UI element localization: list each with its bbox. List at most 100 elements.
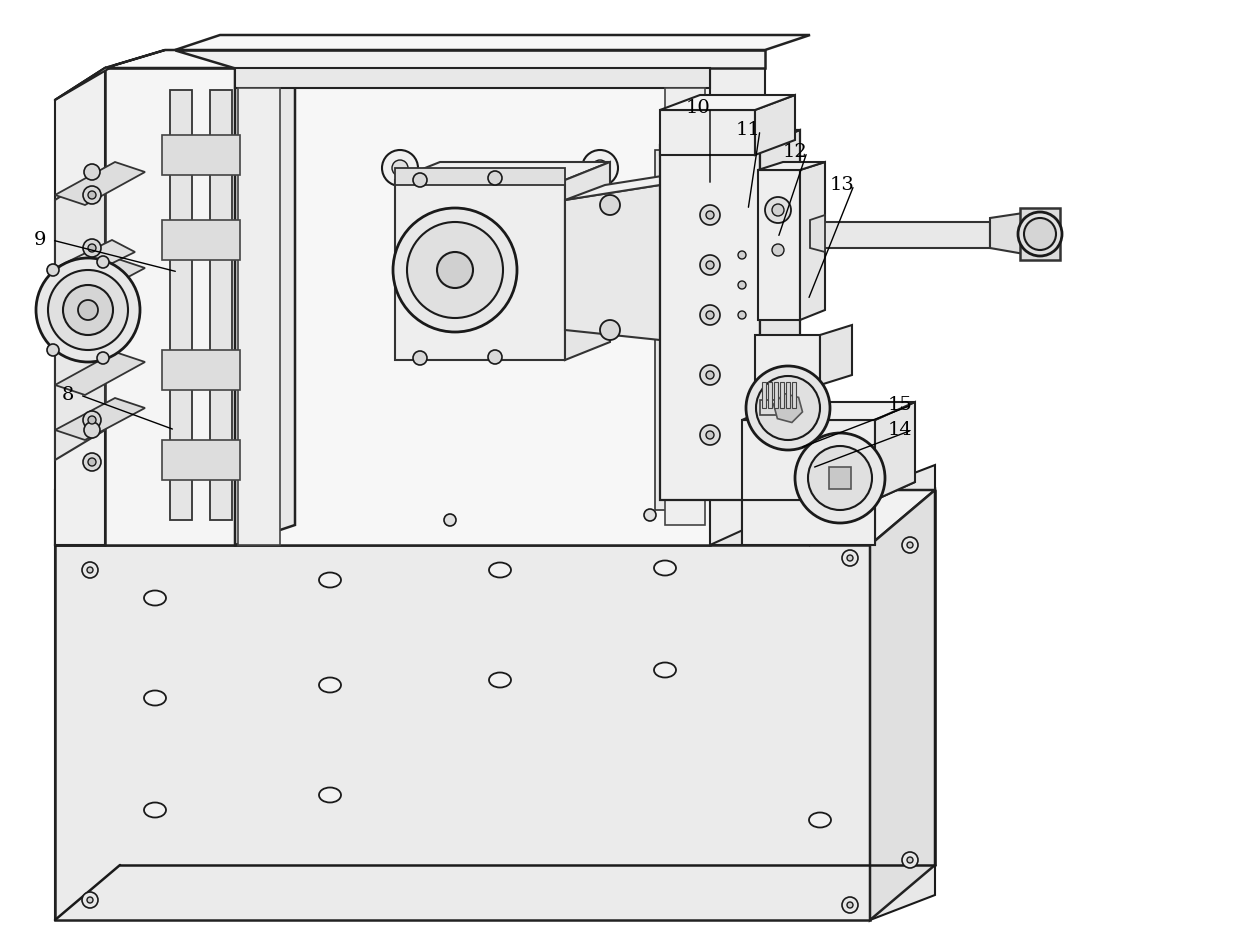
Circle shape	[847, 902, 853, 908]
Polygon shape	[396, 162, 610, 180]
Polygon shape	[162, 220, 241, 260]
Polygon shape	[55, 545, 870, 920]
Polygon shape	[55, 352, 145, 395]
Ellipse shape	[653, 662, 676, 677]
Polygon shape	[742, 420, 875, 500]
Polygon shape	[760, 400, 795, 415]
Polygon shape	[396, 168, 565, 185]
Polygon shape	[370, 455, 870, 490]
Polygon shape	[162, 350, 241, 390]
Circle shape	[82, 562, 98, 578]
Polygon shape	[55, 490, 935, 545]
Circle shape	[63, 285, 113, 335]
Circle shape	[88, 458, 95, 466]
Ellipse shape	[808, 813, 831, 827]
Polygon shape	[763, 382, 766, 408]
Polygon shape	[55, 68, 105, 545]
Circle shape	[84, 164, 100, 180]
Ellipse shape	[489, 562, 511, 577]
Polygon shape	[660, 130, 800, 145]
Text: 10: 10	[686, 99, 711, 117]
Ellipse shape	[489, 673, 511, 688]
Polygon shape	[55, 490, 870, 545]
Text: 15: 15	[888, 396, 913, 414]
Circle shape	[436, 252, 472, 288]
Circle shape	[906, 542, 913, 548]
Polygon shape	[238, 88, 280, 545]
Polygon shape	[55, 312, 135, 352]
Circle shape	[392, 160, 408, 176]
Circle shape	[738, 311, 746, 319]
Circle shape	[82, 892, 98, 908]
Polygon shape	[774, 394, 802, 423]
Polygon shape	[210, 90, 232, 520]
Circle shape	[48, 270, 128, 350]
Circle shape	[83, 239, 100, 257]
Text: 12: 12	[782, 143, 807, 161]
Polygon shape	[162, 135, 241, 175]
Circle shape	[582, 150, 618, 186]
Circle shape	[738, 251, 746, 259]
Polygon shape	[870, 490, 935, 920]
Text: 11: 11	[735, 121, 760, 139]
Circle shape	[247, 514, 259, 526]
Circle shape	[756, 376, 820, 440]
Circle shape	[382, 150, 418, 186]
Polygon shape	[55, 162, 145, 205]
Circle shape	[701, 365, 720, 385]
Polygon shape	[55, 50, 165, 100]
Circle shape	[712, 147, 728, 163]
Polygon shape	[396, 180, 565, 360]
Polygon shape	[565, 162, 610, 360]
Polygon shape	[236, 50, 295, 545]
Polygon shape	[55, 258, 145, 300]
Circle shape	[706, 211, 714, 219]
Ellipse shape	[319, 788, 341, 803]
Polygon shape	[820, 325, 852, 385]
Polygon shape	[660, 95, 795, 110]
Polygon shape	[758, 162, 825, 170]
Ellipse shape	[144, 803, 166, 818]
Polygon shape	[236, 68, 711, 88]
Ellipse shape	[144, 690, 166, 706]
Circle shape	[773, 244, 784, 256]
Polygon shape	[760, 130, 800, 500]
Circle shape	[413, 351, 427, 365]
Polygon shape	[236, 68, 711, 545]
Circle shape	[706, 311, 714, 319]
Polygon shape	[175, 35, 810, 50]
Polygon shape	[55, 490, 365, 545]
Circle shape	[847, 555, 853, 561]
Polygon shape	[711, 50, 765, 545]
Circle shape	[644, 509, 656, 521]
Polygon shape	[665, 88, 706, 525]
Polygon shape	[660, 110, 755, 155]
Circle shape	[36, 258, 140, 362]
Ellipse shape	[144, 591, 166, 606]
Polygon shape	[875, 402, 915, 500]
Polygon shape	[565, 185, 660, 340]
Circle shape	[842, 550, 858, 566]
Circle shape	[706, 371, 714, 379]
Circle shape	[842, 897, 858, 913]
Polygon shape	[170, 90, 192, 520]
Polygon shape	[758, 170, 800, 320]
Text: 8: 8	[62, 386, 74, 404]
Circle shape	[591, 160, 608, 176]
Polygon shape	[755, 95, 795, 155]
Circle shape	[97, 352, 109, 364]
Circle shape	[87, 567, 93, 573]
Polygon shape	[780, 382, 784, 408]
Circle shape	[413, 173, 427, 187]
Circle shape	[393, 208, 517, 332]
Ellipse shape	[319, 573, 341, 588]
Circle shape	[444, 514, 456, 526]
Polygon shape	[742, 402, 915, 420]
Text: 14: 14	[888, 421, 913, 439]
Ellipse shape	[319, 677, 341, 692]
Circle shape	[738, 281, 746, 289]
Polygon shape	[990, 212, 1030, 255]
Polygon shape	[660, 145, 760, 500]
Circle shape	[97, 256, 109, 268]
Circle shape	[83, 411, 100, 429]
